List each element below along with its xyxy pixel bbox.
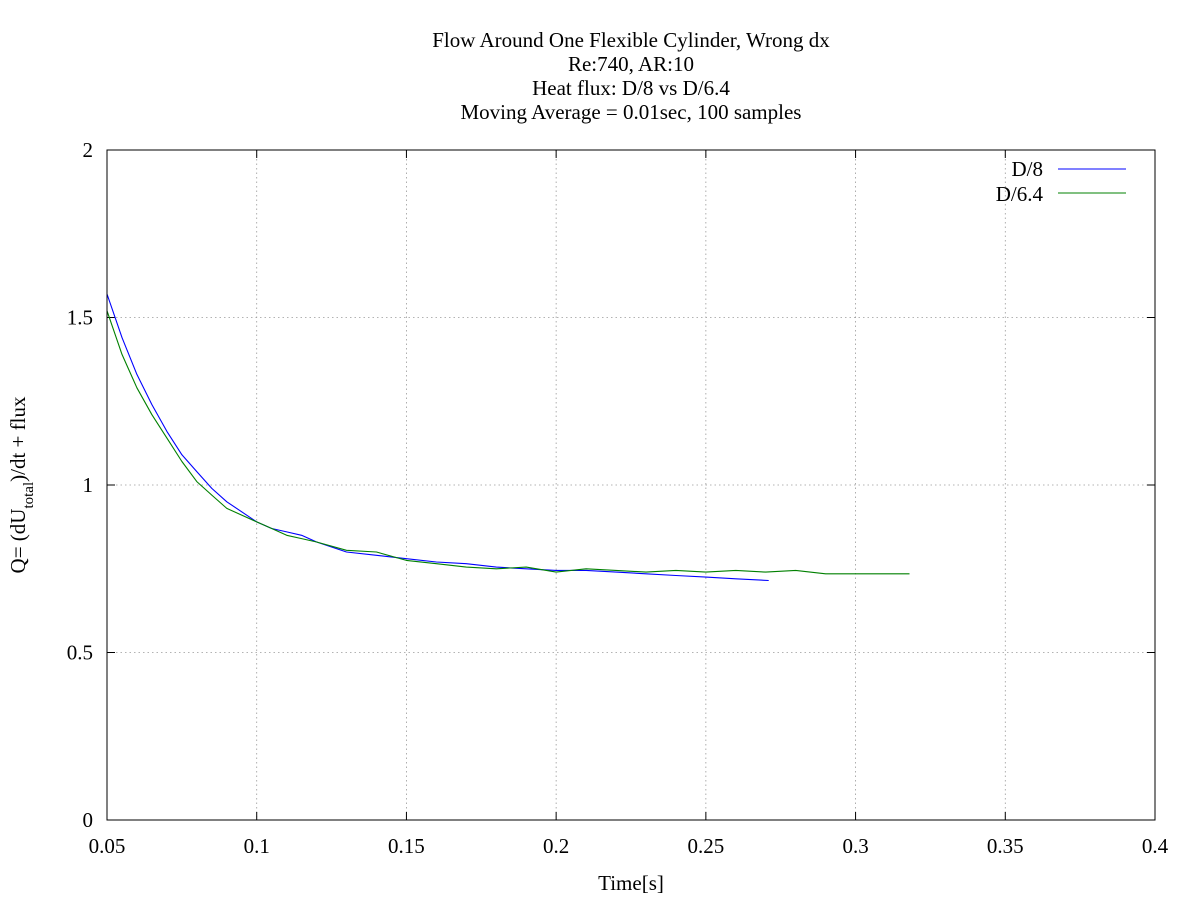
x-tick-labels: 0.05 0.1 0.15 0.2 0.25 0.3 0.35 0.4 [89,834,1169,858]
y-axis-label-prefix: Q= (dU [6,509,30,574]
y-tick-label: 0 [83,808,94,832]
y-tick-label: 1.5 [67,306,93,330]
y-tick-label: 1 [83,473,94,497]
y-axis-label-subscript: total [21,482,37,509]
title-line-2: Re:740, AR:10 [568,52,694,76]
legend-label-d8: D/8 [1012,157,1044,181]
y-axis-label: Q= (dUtotal)/dt + flux [6,396,37,573]
y-tick-labels: 0 0.5 1 1.5 2 [67,138,93,832]
series-line-d8 [106,293,769,582]
x-axis-label: Time[s] [598,871,664,895]
ticks [106,149,1156,821]
x-tick-label: 0.4 [1142,834,1169,858]
y-tick-label: 0.5 [67,641,93,665]
x-tick-label: 0.35 [987,834,1024,858]
title-line-4: Moving Average = 0.01sec, 100 samples [461,100,802,124]
x-tick-label: 0.15 [388,834,425,858]
series-layer [106,293,910,582]
legend: D/8 D/6.4 [996,157,1126,206]
x-tick-label: 0.25 [687,834,724,858]
title-line-1: Flow Around One Flexible Cylinder, Wrong… [432,28,830,52]
x-tick-label: 0.3 [842,834,868,858]
chart-title: Flow Around One Flexible Cylinder, Wrong… [432,28,830,124]
y-axis-label-suffix: )/dt + flux [6,396,30,482]
plot-frame [106,149,1156,821]
x-tick-label: 0.2 [543,834,569,858]
title-line-3: Heat flux: D/8 vs D/6.4 [532,76,730,100]
grid [107,150,1155,820]
x-tick-label: 0.05 [89,834,126,858]
series-line-d6-4 [106,310,910,575]
y-tick-label: 2 [83,138,94,162]
legend-label-d6-4: D/6.4 [996,182,1044,206]
x-tick-label: 0.1 [244,834,270,858]
